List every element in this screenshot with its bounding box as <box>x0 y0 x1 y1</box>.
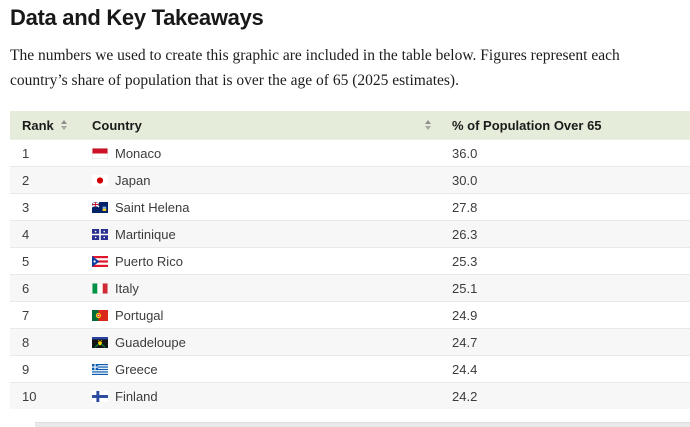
country-name: Portugal <box>115 307 164 323</box>
rank-cell: 5 <box>22 253 30 269</box>
country-name: Puerto Rico <box>115 253 183 269</box>
flag-it-icon <box>92 282 108 294</box>
table-row: 6 Italy 25.1 <box>10 274 690 302</box>
table-row: 8 Guadeloupe 24.7 <box>10 328 690 356</box>
flag-pt-icon <box>92 309 108 321</box>
table-row: 9 Greece 24.4 <box>10 355 690 383</box>
column-label-rank: Rank <box>22 117 54 133</box>
country-name: Italy <box>115 280 139 296</box>
country-cell: Monaco <box>92 146 440 161</box>
flag-mq-icon <box>92 228 108 240</box>
country-cell: Guadeloupe <box>92 335 440 350</box>
rank-cell: 6 <box>22 280 30 296</box>
value-cell: 24.7 <box>452 334 478 350</box>
table-row: 5 Puerto Rico 25.3 <box>10 247 690 275</box>
flag-jp-icon <box>92 174 108 186</box>
column-header-rank[interactable]: Rank <box>10 111 92 139</box>
flag-sh-icon <box>92 201 108 213</box>
country-name: Japan <box>115 172 151 188</box>
column-label-percent-over-65: % of Population Over 65 <box>452 117 602 133</box>
country-name: Guadeloupe <box>115 334 186 350</box>
rank-cell: 1 <box>22 145 30 161</box>
table-row: 10 Finland 24.2 <box>10 382 690 410</box>
country-cell: Martinique <box>92 227 440 242</box>
country-cell: Greece <box>92 362 440 377</box>
data-table: Rank Country % of Population Over 65 1 Mo… <box>10 111 690 410</box>
country-cell: Finland <box>92 389 440 404</box>
table-row: 3 Saint Helena 27.8 <box>10 193 690 221</box>
sort-arrows-icon[interactable] <box>425 120 431 131</box>
flag-mc-icon <box>92 147 108 159</box>
country-name: Monaco <box>115 145 162 161</box>
rank-cell: 4 <box>22 226 30 242</box>
country-cell: Japan <box>92 173 440 188</box>
table-row: 7 Portugal 24.9 <box>10 301 690 329</box>
table-row: 1 Monaco 36.0 <box>10 139 690 167</box>
country-name: Saint Helena <box>115 199 190 215</box>
value-cell: 30.0 <box>452 172 478 188</box>
flag-gp-icon <box>92 336 108 348</box>
column-header-country[interactable]: Country <box>92 111 440 139</box>
country-name: Martinique <box>115 226 176 242</box>
value-cell: 25.1 <box>452 280 478 296</box>
country-name: Greece <box>115 361 158 377</box>
country-name: Finland <box>115 388 158 404</box>
sort-arrows-icon[interactable] <box>60 120 67 131</box>
article-section: Data and Key Takeaways The numbers we us… <box>0 5 690 410</box>
rank-cell: 2 <box>22 172 30 188</box>
value-cell: 27.8 <box>452 199 478 215</box>
value-cell: 24.9 <box>452 307 478 323</box>
horizontal-scrollbar-track[interactable] <box>35 422 690 427</box>
flag-gr-icon <box>92 363 108 375</box>
column-label-country: Country <box>92 117 142 133</box>
table-row: 4 Martinique 26.3 <box>10 220 690 248</box>
rank-cell: 3 <box>22 199 30 215</box>
value-cell: 25.3 <box>452 253 478 269</box>
section-title: Data and Key Takeaways <box>10 5 264 30</box>
rank-cell: 7 <box>22 307 30 323</box>
value-cell: 26.3 <box>452 226 478 242</box>
country-cell: Saint Helena <box>92 200 440 215</box>
rank-cell: 10 <box>22 388 37 404</box>
rank-cell: 9 <box>22 361 30 377</box>
table-body: 1 Monaco 36.0 2 Japan 30.0 3 Saint Helena 27.8 4 M… <box>10 139 690 410</box>
value-cell: 24.2 <box>452 388 478 404</box>
value-cell: 36.0 <box>452 145 478 161</box>
country-cell: Portugal <box>92 308 440 323</box>
rank-cell: 8 <box>22 334 30 350</box>
section-description: The numbers we used to create this graph… <box>10 47 620 90</box>
flag-fi-icon <box>92 390 108 402</box>
country-cell: Italy <box>92 281 440 296</box>
table-row: 2 Japan 30.0 <box>10 166 690 194</box>
flag-pr-icon <box>92 255 108 267</box>
value-cell: 24.4 <box>452 361 478 377</box>
table-header-row: Rank Country % of Population Over 65 <box>10 111 690 140</box>
country-cell: Puerto Rico <box>92 254 440 269</box>
column-header-percent-over-65[interactable]: % of Population Over 65 <box>440 111 690 139</box>
